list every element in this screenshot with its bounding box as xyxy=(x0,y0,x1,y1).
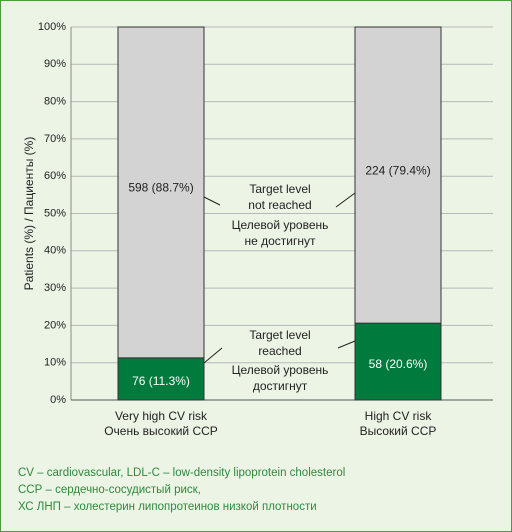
y-tick-label: 60% xyxy=(44,170,66,182)
y-tick-label: 70% xyxy=(44,133,66,145)
bar-segment xyxy=(354,26,442,324)
annotation-not-reached: не достигнут xyxy=(244,234,316,248)
annotation-reached: reached xyxy=(258,344,301,358)
bar-segment xyxy=(354,322,442,401)
x-category-label: High CV risk xyxy=(365,409,433,423)
annotation-reached: Целевой уровень xyxy=(232,363,329,377)
footnote-line: ССР – сердечно-сосудистый риск, xyxy=(18,484,201,496)
annotation-reached: Target level xyxy=(249,328,310,342)
y-axis-label: Patients (%) / Пациенты (%) xyxy=(22,137,36,291)
footnote-line: CV – cardiovascular, LDL-C – low-density… xyxy=(18,467,346,479)
y-tick-label: 90% xyxy=(44,58,66,70)
data-label: 224 (79.4%) xyxy=(365,163,430,177)
footnotes: CV – cardiovascular, LDL-C – low-density… xyxy=(18,465,345,516)
y-tick-label: 80% xyxy=(44,96,66,108)
bar-segment xyxy=(117,357,205,401)
y-tick-label: 0% xyxy=(50,394,66,406)
y-tick-label: 30% xyxy=(44,282,66,294)
x-category-label: Высокий ССР xyxy=(360,424,437,438)
x-category-label: Very high CV risk xyxy=(115,409,208,423)
y-tick-label: 40% xyxy=(44,245,66,257)
annotation-not-reached: Целевой уровень xyxy=(232,218,329,232)
annotation-not-reached: Target level xyxy=(249,182,310,196)
data-label: 76 (11.3%) xyxy=(132,374,190,388)
annotation-not-reached: not reached xyxy=(248,198,311,212)
leader-line xyxy=(203,196,221,206)
y-tick-label: 100% xyxy=(38,21,66,33)
annotation-reached: достигнут xyxy=(253,379,308,393)
leader-line xyxy=(337,340,356,349)
leader-line xyxy=(203,347,223,364)
y-tick-label: 50% xyxy=(44,207,66,219)
data-label: 598 (88.7%) xyxy=(128,181,193,195)
leader-line xyxy=(335,192,356,208)
y-tick-label: 20% xyxy=(44,319,66,331)
data-label: 58 (20.6%) xyxy=(369,357,428,371)
bar-segment xyxy=(117,26,205,359)
x-category-label: Очень высокий ССР xyxy=(104,424,218,438)
y-tick-label: 10% xyxy=(44,357,66,369)
footnote-line: ХС ЛНП – холестерин липопротеинов низкой… xyxy=(18,501,317,513)
